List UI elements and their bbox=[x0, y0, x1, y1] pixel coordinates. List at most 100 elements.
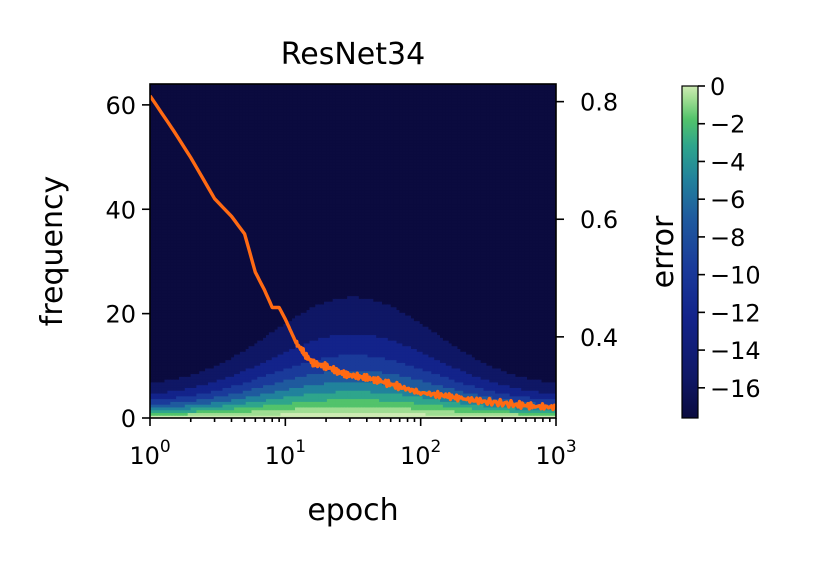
heatmap-cell bbox=[181, 189, 186, 194]
heatmap-cell bbox=[179, 186, 183, 191]
heatmap-cell bbox=[161, 353, 166, 358]
heatmap-cell bbox=[164, 131, 168, 135]
heatmap-cell bbox=[167, 173, 171, 177]
heatmap-cell bbox=[158, 334, 163, 338]
heatmap-cell bbox=[173, 273, 177, 277]
heatmap-cell bbox=[190, 189, 195, 194]
heatmap-cell bbox=[190, 167, 195, 171]
heatmap-cell bbox=[205, 376, 209, 380]
heatmap-cell bbox=[170, 337, 174, 341]
heatmap-cell bbox=[193, 312, 197, 316]
heatmap-cell bbox=[181, 406, 186, 411]
heatmap-cell bbox=[161, 92, 166, 96]
heatmap-cell bbox=[205, 264, 209, 269]
heatmap-cell bbox=[155, 156, 160, 160]
heatmap-cell bbox=[158, 326, 163, 330]
heatmap-cell bbox=[193, 370, 197, 375]
heatmap-cell bbox=[179, 365, 183, 369]
heatmap-cell bbox=[190, 97, 195, 102]
heatmap-cell bbox=[187, 281, 192, 285]
heatmap-cell bbox=[187, 198, 192, 202]
heatmap-cell bbox=[202, 251, 206, 255]
heatmap-cell bbox=[152, 234, 157, 238]
heatmap-cell bbox=[196, 306, 200, 311]
heatmap-cell bbox=[173, 203, 177, 208]
heatmap-cell bbox=[167, 398, 171, 402]
heatmap-cell bbox=[158, 348, 163, 352]
heatmap-cell bbox=[158, 406, 163, 411]
heatmap-cell bbox=[152, 331, 157, 336]
heatmap-cell bbox=[187, 195, 192, 199]
heatmap-cell bbox=[152, 415, 157, 418]
heatmap-cell bbox=[187, 306, 192, 311]
heatmap-cell bbox=[161, 212, 166, 216]
heatmap-cell bbox=[164, 301, 168, 305]
heatmap-cell bbox=[173, 164, 177, 169]
heatmap-cell bbox=[150, 309, 154, 313]
heatmap-cell bbox=[164, 153, 168, 157]
heatmap-cell bbox=[150, 231, 154, 235]
heatmap-cell bbox=[179, 122, 183, 127]
heatmap-cell bbox=[193, 270, 197, 274]
heatmap-cell bbox=[190, 301, 195, 305]
heatmap-cell bbox=[161, 231, 166, 235]
heatmap-cell bbox=[173, 86, 177, 91]
heatmap-cell bbox=[202, 212, 206, 216]
heatmap-cell bbox=[155, 345, 160, 350]
heatmap-cell bbox=[164, 150, 168, 155]
heatmap-cell bbox=[158, 292, 163, 297]
heatmap-cell bbox=[202, 367, 206, 372]
heatmap-cell bbox=[164, 273, 168, 277]
heatmap-cell bbox=[173, 353, 177, 358]
heatmap-cell bbox=[190, 225, 195, 230]
heatmap-cell bbox=[152, 376, 157, 380]
heatmap-cell bbox=[152, 379, 157, 383]
heatmap-cell bbox=[205, 387, 209, 391]
heatmap-cell bbox=[187, 206, 192, 210]
heatmap-cell bbox=[190, 242, 195, 247]
heatmap-cell bbox=[193, 376, 197, 380]
heatmap-cell bbox=[176, 103, 180, 107]
heatmap-cell bbox=[161, 122, 166, 127]
heatmap-cell bbox=[190, 287, 195, 291]
heatmap-cell bbox=[187, 342, 192, 347]
heatmap-cell bbox=[155, 315, 160, 319]
heatmap-cell bbox=[190, 84, 195, 88]
heatmap-cell bbox=[196, 217, 200, 221]
heatmap-cell bbox=[176, 331, 180, 336]
heatmap-cell bbox=[150, 175, 154, 180]
heatmap-cell bbox=[193, 303, 197, 308]
heatmap-cell bbox=[155, 84, 160, 88]
heatmap-cell bbox=[164, 365, 168, 369]
heatmap-cell bbox=[184, 161, 189, 166]
heatmap-cell bbox=[152, 292, 157, 297]
heatmap-cell bbox=[190, 367, 195, 372]
heatmap-cell bbox=[205, 295, 209, 299]
heatmap-cell bbox=[187, 239, 192, 244]
heatmap-cell bbox=[158, 237, 163, 241]
heatmap-cell bbox=[170, 384, 174, 388]
heatmap-cell bbox=[193, 264, 197, 269]
heatmap-cell bbox=[181, 95, 186, 99]
heatmap-cell bbox=[164, 111, 168, 116]
heatmap-cell bbox=[170, 273, 174, 277]
heatmap-cell bbox=[173, 292, 177, 297]
heatmap-cell bbox=[158, 353, 163, 358]
heatmap-cell bbox=[181, 231, 186, 235]
heatmap-cell bbox=[167, 86, 171, 91]
heatmap-cell bbox=[208, 301, 212, 305]
heatmap-cell bbox=[161, 370, 166, 375]
heatmap-cell bbox=[181, 278, 186, 283]
heatmap-cell bbox=[184, 406, 189, 411]
heatmap-cell bbox=[184, 298, 189, 302]
heatmap-cell bbox=[181, 203, 186, 208]
heatmap-cell bbox=[158, 156, 163, 160]
heatmap-cell bbox=[190, 231, 195, 235]
heatmap-cell bbox=[161, 309, 166, 313]
heatmap-cell bbox=[164, 281, 168, 285]
heatmap-cell bbox=[196, 312, 200, 316]
heatmap-cell bbox=[193, 173, 197, 177]
heatmap-cell bbox=[187, 398, 192, 402]
heatmap-cell bbox=[181, 217, 186, 221]
heatmap-cell bbox=[179, 114, 183, 118]
